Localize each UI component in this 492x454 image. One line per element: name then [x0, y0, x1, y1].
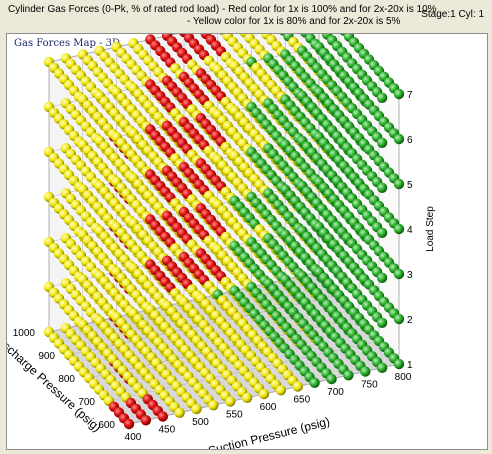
- x-tick-label: 500: [192, 417, 209, 428]
- x-tick-label: 800: [395, 372, 412, 383]
- data-point-yellow: [292, 381, 303, 392]
- data-point-green: [376, 137, 388, 148]
- y-tick-label: 700: [78, 397, 95, 408]
- y-tick-label: 1000: [13, 328, 36, 339]
- x-tick-label: 600: [260, 402, 277, 413]
- data-point-green: [376, 227, 388, 238]
- data-point-green: [393, 88, 405, 100]
- x-tick-label: 450: [158, 425, 175, 436]
- stage-cylinder-label: Stage:1 Cyl: 1: [421, 9, 484, 20]
- data-point-red: [140, 415, 152, 426]
- data-point-red: [123, 418, 135, 430]
- data-point-green: [393, 223, 405, 235]
- data-point-green: [393, 358, 405, 370]
- data-point-green: [393, 178, 405, 190]
- data-point-yellow: [174, 407, 185, 418]
- x-tick-label: 750: [361, 380, 378, 391]
- y-tick-label: 900: [38, 351, 55, 362]
- legend-line-1: Cylinder Gas Forces (0-Pk, % of rated ro…: [8, 4, 437, 15]
- data-point-yellow: [241, 392, 253, 403]
- data-point-red: [157, 411, 168, 422]
- data-point-green: [326, 373, 337, 385]
- y-tick-label: 800: [58, 374, 75, 385]
- data-point-green: [360, 366, 371, 377]
- data-point-yellow: [208, 400, 219, 411]
- x-tick-label: 650: [293, 395, 310, 406]
- z-tick-label: 1: [407, 360, 413, 371]
- data-point-green: [376, 317, 388, 328]
- z-tick-label: 7: [407, 90, 413, 101]
- grid-line: [48, 34, 177, 63]
- x-tick-label: 400: [125, 432, 142, 443]
- legend-line-2: - Yellow color for 1x is 80% and for 2x-…: [187, 16, 401, 27]
- data-point-green: [376, 182, 388, 193]
- x-tick-label: 700: [327, 387, 344, 398]
- z-tick-label: 6: [407, 135, 413, 146]
- data-point-green: [393, 268, 405, 280]
- header-bar: Cylinder Gas Forces (0-Pk, % of rated ro…: [0, 0, 492, 34]
- z-tick-label: 4: [407, 225, 413, 236]
- data-point-green: [376, 362, 388, 373]
- data-point-yellow: [258, 388, 270, 400]
- gas-forces-3d-chart: 400 450 500 550 600 650 700 750 800 600 700 800 900 1…: [7, 34, 436, 449]
- data-point-green: [393, 133, 405, 145]
- data-point-green: [343, 370, 354, 381]
- data-point-green: [376, 92, 388, 103]
- chart-panel: Gas Forces Map - 3D 400 450 500 550 600 650 70…: [6, 33, 488, 450]
- data-point-yellow: [191, 403, 202, 415]
- y-tick-label: 600: [98, 420, 115, 431]
- z-tick-label: 3: [407, 270, 413, 281]
- data-point-green: [393, 313, 405, 325]
- data-point-yellow: [275, 385, 287, 396]
- data-point-green: [376, 272, 388, 283]
- z-axis-label: Load Step: [425, 206, 436, 252]
- data-point-yellow: [225, 396, 236, 407]
- x-tick-label: 550: [226, 410, 243, 421]
- data-point-green: [309, 377, 320, 388]
- chart-title: Gas Forces Map - 3D: [14, 38, 121, 49]
- z-tick-label: 2: [407, 315, 413, 326]
- z-tick-label: 5: [407, 180, 413, 191]
